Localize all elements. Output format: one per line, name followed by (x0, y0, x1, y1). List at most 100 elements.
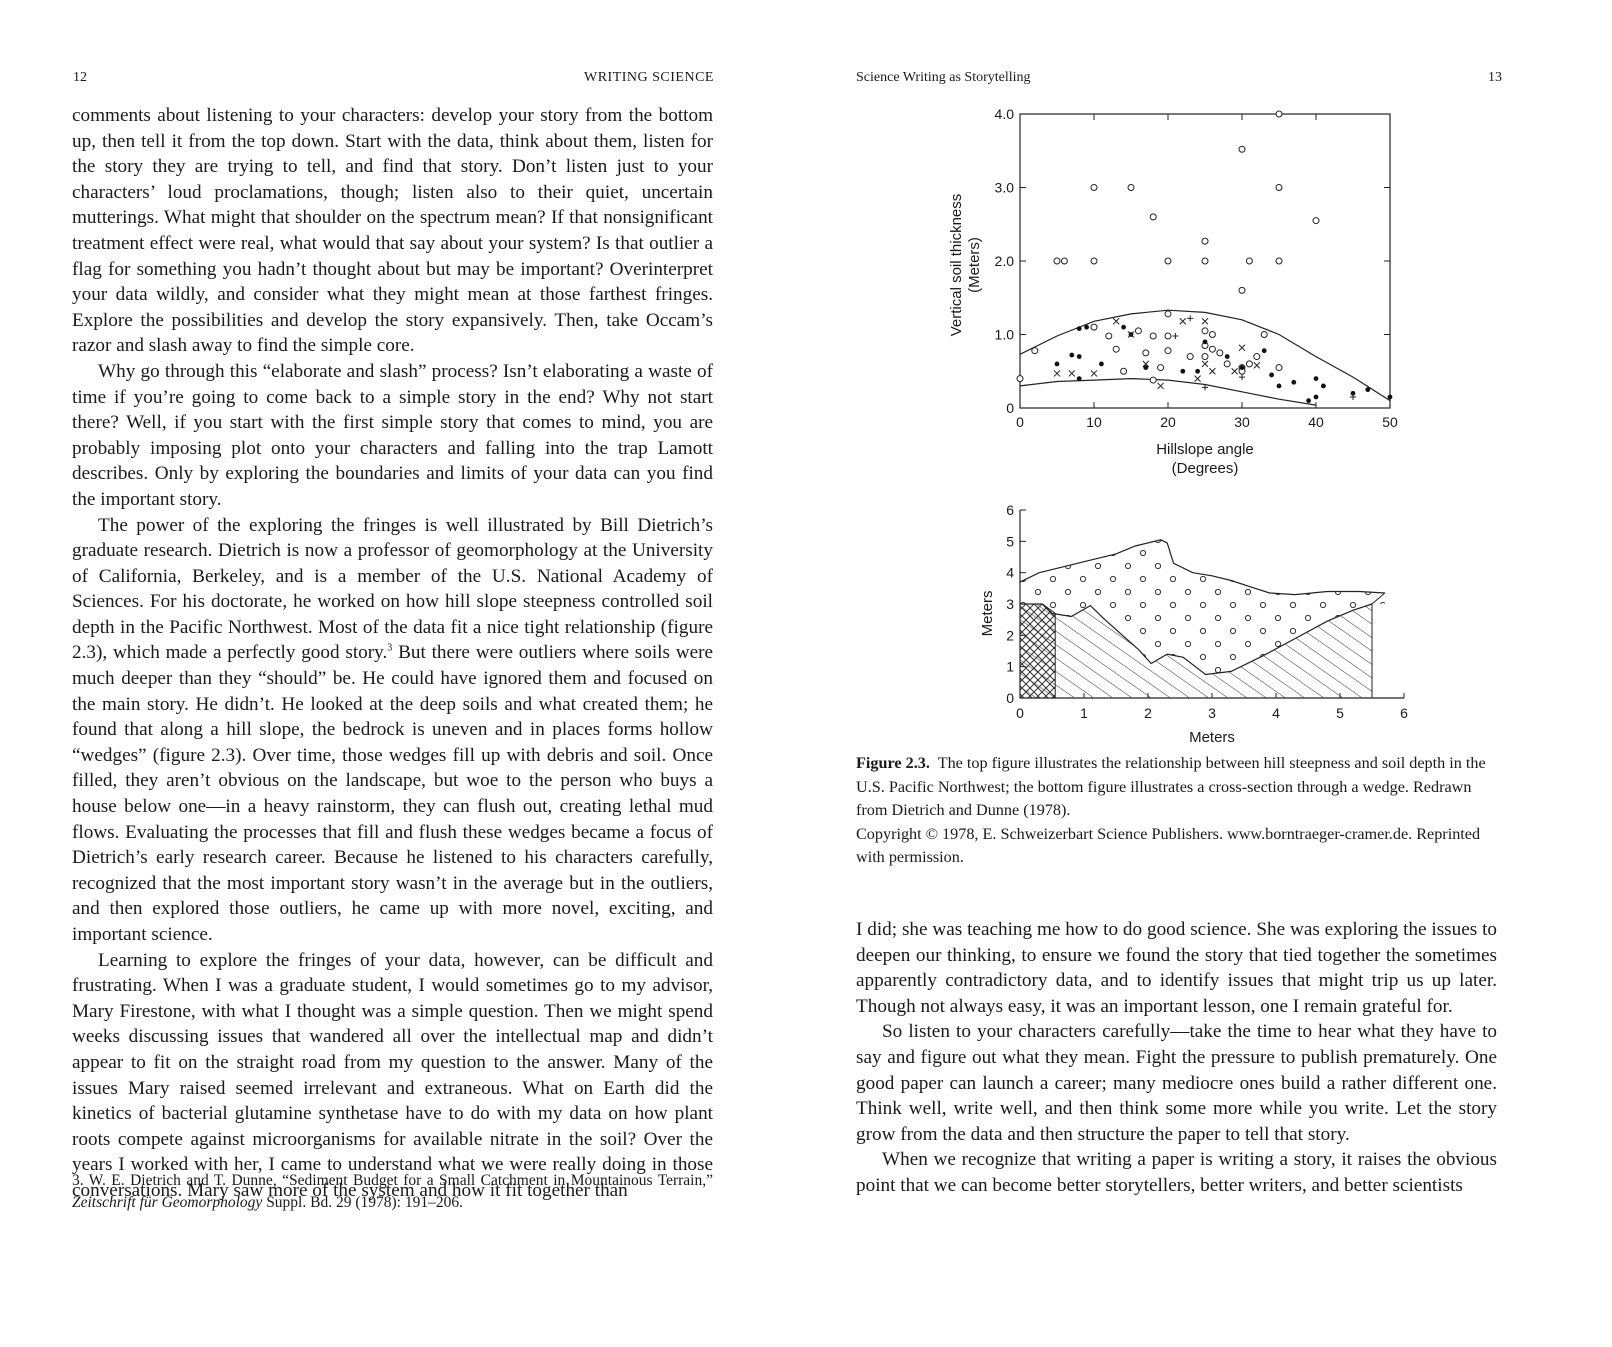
data-point-open-circle (1105, 332, 1113, 340)
x-axis-label: Meters (1189, 729, 1235, 746)
data-point-filled-dot (1195, 368, 1200, 374)
y-tick-label: 1.0 (995, 327, 1015, 343)
data-point-filled-dot (1121, 324, 1126, 330)
footnote-text: 3. W. E. Dietrich and T. Dunne, “Sedimen… (72, 1172, 713, 1189)
y-tick-label: 6 (1006, 502, 1014, 518)
paragraph: Learning to explore the fringes of your … (72, 949, 713, 1201)
x-tick-label: 40 (1308, 414, 1324, 430)
figure-caption: Figure 2.3. The top figure illustrates t… (856, 752, 1496, 870)
data-point-open-circle (1053, 257, 1061, 265)
x-tick-label: 3 (1208, 705, 1216, 721)
data-point-filled-dot (1069, 352, 1075, 358)
page-number-right: 13 (1488, 70, 1502, 85)
scatter-chart-soil-thickness: 0 10 20 30 40 50 0 1.0 2.0 3.0 4.0 Hillslope angle (… (948, 106, 1398, 477)
left-body-text: comments about listening to your charact… (72, 103, 713, 1204)
data-point-x (1068, 370, 1076, 377)
y-tick-label: 2 (1006, 627, 1014, 643)
data-point-filled-dot (1276, 383, 1282, 389)
data-point-plus (1350, 393, 1356, 400)
data-point-filled-dot (1202, 339, 1208, 345)
data-point-open-circle (1112, 345, 1120, 353)
left-page: 12 WRITING SCIENCE comments about listen… (72, 70, 714, 1211)
data-point-open-circle (1201, 353, 1209, 361)
data-point-open-circle (1216, 349, 1224, 357)
x-tick-label: 5 (1336, 705, 1344, 721)
data-point-filled-dot (1054, 361, 1060, 367)
y-tick-label: 4 (1006, 565, 1014, 581)
data-point-open-circle (1260, 331, 1268, 338)
data-point-filled-dot (1076, 326, 1082, 332)
x-tick-label: 20 (1160, 414, 1176, 430)
data-point-filled-dot (1321, 383, 1326, 389)
x-axis-label: Hillslope angle (1156, 441, 1254, 458)
page-number-left: 12 (73, 70, 87, 85)
data-point-filled-dot (1099, 361, 1104, 367)
x-tick-label: 4 (1272, 705, 1280, 721)
data-point-filled-dot (1387, 394, 1393, 400)
data-point-open-circle (1031, 347, 1039, 355)
y-axis-label: Vertical soil thickness (948, 194, 965, 337)
data-point-open-circle (1090, 257, 1098, 265)
data-point-plus (1202, 384, 1208, 391)
data-point-open-circle (1253, 353, 1261, 361)
x-tick-label: 2 (1144, 705, 1152, 721)
paragraph: So listen to your characters carefully—t… (856, 1021, 1497, 1145)
data-point-x (1179, 317, 1187, 325)
paragraph-with-footnote: The power of the exploring the fringes i… (72, 513, 713, 948)
paragraph: I did; she was teaching me how to do goo… (856, 919, 1497, 1017)
data-point-open-circle (1164, 310, 1172, 318)
data-point-filled-dot (1313, 394, 1319, 400)
data-point-open-circle (1127, 184, 1135, 191)
data-point-filled-dot (1365, 387, 1371, 393)
data-point-open-circle (1275, 110, 1283, 118)
data-point-plus (1172, 332, 1179, 339)
figure-label: Figure 2.3. (856, 754, 930, 772)
data-point-open-circle (1157, 364, 1165, 372)
soil-fill (1020, 539, 1385, 675)
data-point-open-circle (1275, 364, 1283, 372)
caption-copyright: Copyright © 1978, E. Schweizerbart Scien… (856, 824, 1481, 867)
data-point-x (1112, 317, 1120, 325)
data-point-x (1127, 331, 1135, 338)
envelope-curve (1019, 377, 1317, 406)
footnote-text-end: Suppl. Bd. 29 (1978): 191–206. (262, 1194, 463, 1211)
data-point-x (1194, 375, 1201, 382)
caption-text: The top figure illustrates the relations… (856, 754, 1486, 819)
data-point-open-circle (1245, 360, 1253, 368)
x-axis-label: (Degrees) (1172, 460, 1239, 477)
paragraph-text: The power of the exploring the fringes i… (72, 514, 713, 664)
data-point-open-circle (1164, 347, 1172, 355)
data-point-open-circle (1238, 145, 1246, 153)
data-point-filled-dot (1076, 354, 1082, 359)
data-point-filled-dot (1076, 376, 1082, 381)
right-page: Science Writing as Storytelling 13 0 10 20… (806, 0, 1612, 1347)
data-point-filled-dot (1313, 376, 1319, 381)
data-point-open-circle (1164, 257, 1172, 265)
bedrock-fill (1020, 604, 1372, 698)
running-head-left: WRITING SCIENCE (584, 70, 714, 85)
data-point-filled-dot (1180, 368, 1186, 374)
data-point-filled-dot (1350, 390, 1356, 396)
x-tick-label: 6 (1400, 705, 1408, 721)
cross-section-chart: 0 1 2 3 4 5 6 0 1 2 3 4 5 6 Meters Meters (979, 502, 1408, 746)
data-point-filled-dot (1306, 398, 1311, 404)
data-point-x (1253, 362, 1261, 369)
section-right-edge (1371, 592, 1386, 605)
data-point-open-circle (1201, 237, 1209, 245)
data-point-open-circle (1208, 345, 1216, 353)
x-tick-label: 50 (1382, 414, 1398, 430)
x-tick-label: 0 (1016, 705, 1024, 721)
data-point-filled-dot (1224, 354, 1230, 359)
data-point-plus (1187, 315, 1194, 322)
data-point-open-circle (1201, 257, 1209, 265)
data-point-open-circle (1149, 213, 1157, 221)
y-tick-label: 0 (1006, 690, 1014, 706)
y-tick-label: 3.0 (995, 180, 1015, 196)
footnote-reference[interactable]: 3 (387, 643, 393, 655)
y-tick-label: 1 (1006, 659, 1014, 675)
data-point-open-circle (1201, 327, 1209, 335)
y-axis-label: (Meters) (966, 237, 983, 293)
data-point-open-circle (1016, 375, 1024, 383)
data-point-x (1201, 360, 1209, 368)
